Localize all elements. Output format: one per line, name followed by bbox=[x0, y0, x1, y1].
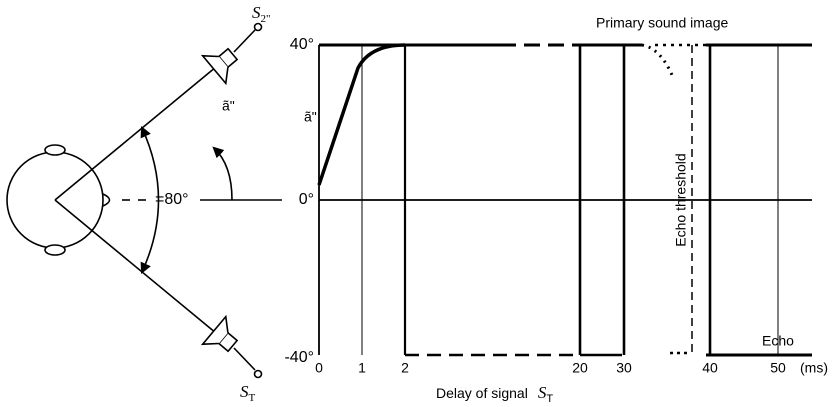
angle-label: ã" bbox=[222, 98, 235, 114]
x-tick-label: 2 bbox=[401, 360, 409, 376]
speaker-label: ST bbox=[240, 382, 256, 404]
text-part: Delay of signal bbox=[436, 385, 528, 401]
y-tick-label: -40° bbox=[284, 349, 314, 366]
x-tick-label: 50 bbox=[770, 360, 786, 376]
y-tick-label: 40° bbox=[290, 36, 314, 53]
x-unit: (ms) bbox=[800, 360, 828, 376]
x-tick-label: 1 bbox=[358, 360, 366, 376]
x-tick-label: 0 bbox=[315, 360, 323, 376]
speaker-label: S2" bbox=[252, 3, 271, 25]
y-axis-label: ã" bbox=[304, 109, 317, 125]
annotation: Echo threshold bbox=[673, 153, 689, 246]
x-axis-title: Delay of signal ST bbox=[436, 383, 553, 405]
text-part: T bbox=[546, 393, 553, 405]
text-part: T bbox=[249, 392, 256, 404]
x-tick-label: 30 bbox=[616, 360, 632, 376]
x-tick-label: 20 bbox=[572, 360, 588, 376]
y-tick-label: 0° bbox=[299, 191, 314, 208]
head-diagram bbox=[6, 22, 282, 379]
text-part: S bbox=[252, 3, 261, 22]
annotation: Echo bbox=[762, 333, 794, 349]
text-part: S bbox=[240, 382, 249, 401]
x-tick-label: 40 bbox=[702, 360, 718, 376]
plot-lines bbox=[317, 43, 812, 357]
spread-label: =80° bbox=[155, 191, 189, 208]
annotation: Primary sound image bbox=[596, 15, 728, 31]
text-part: S bbox=[538, 383, 547, 402]
text-part: 2" bbox=[261, 13, 271, 25]
